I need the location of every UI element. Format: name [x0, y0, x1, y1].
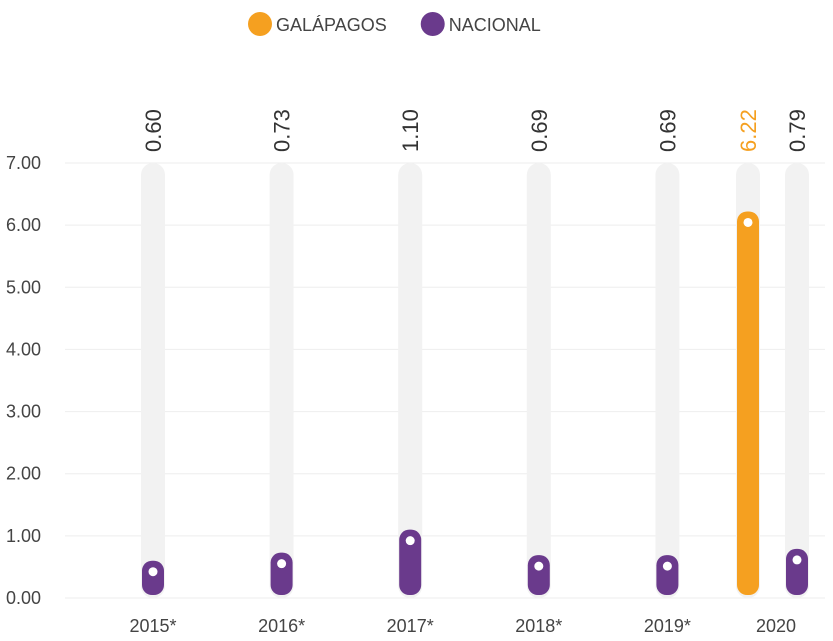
- bar: [656, 555, 679, 595]
- legend-swatch: [248, 12, 272, 36]
- bar: [270, 552, 293, 595]
- bar: [737, 211, 759, 595]
- bar-track: [785, 163, 809, 598]
- bar-track: [269, 163, 294, 598]
- y-tick-label: 1.00: [6, 526, 41, 546]
- y-tick-label: 3.00: [6, 402, 41, 422]
- bar: [786, 548, 808, 595]
- bar: [527, 555, 550, 595]
- y-tick-label: 6.00: [6, 215, 41, 235]
- x-tick-label: 2017*: [387, 616, 434, 636]
- bar-track: [141, 163, 165, 598]
- value-label: 1.10: [398, 109, 423, 152]
- bar-dot: [148, 567, 158, 577]
- y-tick-label: 0.00: [6, 588, 41, 608]
- bar-track: [398, 163, 423, 598]
- bar-dot: [792, 555, 802, 565]
- bar-track: [526, 163, 551, 598]
- bar-track: [655, 163, 680, 598]
- x-tick-label: 2019*: [644, 616, 691, 636]
- bar-dot: [662, 561, 672, 571]
- y-tick-label: 5.00: [6, 277, 41, 297]
- value-label: 0.79: [785, 109, 810, 152]
- value-label: 6.22: [736, 109, 761, 152]
- legend-label: NACIONAL: [449, 15, 541, 35]
- bar-dot: [743, 217, 753, 227]
- value-label: 0.69: [527, 109, 552, 152]
- bar-dot: [534, 561, 544, 571]
- x-tick-label: 2015*: [129, 616, 176, 636]
- x-tick-label: 2020: [756, 616, 796, 636]
- x-tick-label: 2018*: [515, 616, 562, 636]
- bar-dot: [405, 536, 415, 546]
- value-label: 0.60: [141, 109, 166, 152]
- bar: [399, 529, 422, 595]
- x-tick-label: 2016*: [258, 616, 305, 636]
- bar: [142, 560, 164, 595]
- bar-dot: [277, 559, 287, 569]
- value-label: 0.69: [655, 109, 680, 152]
- legend-swatch: [420, 12, 445, 36]
- legend-label: GALÁPAGOS: [276, 15, 387, 35]
- y-tick-label: 2.00: [6, 464, 41, 484]
- y-tick-label: 4.00: [6, 339, 41, 359]
- y-tick-label: 7.00: [6, 153, 41, 173]
- value-label: 0.73: [270, 109, 295, 152]
